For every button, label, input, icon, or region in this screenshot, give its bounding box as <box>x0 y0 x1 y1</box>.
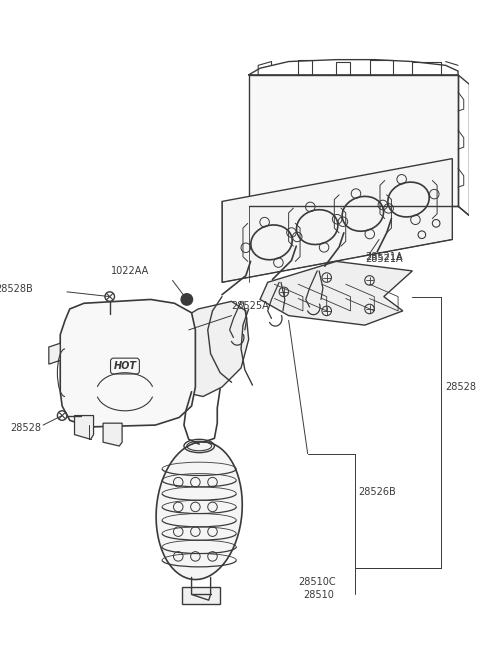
Text: 28526B: 28526B <box>358 487 396 497</box>
Text: 1022AA: 1022AA <box>111 266 149 276</box>
Polygon shape <box>49 343 60 364</box>
Polygon shape <box>222 159 452 282</box>
Circle shape <box>181 294 192 305</box>
Polygon shape <box>249 75 458 206</box>
Text: 28528: 28528 <box>10 423 41 433</box>
Polygon shape <box>60 299 195 427</box>
Text: HOT: HOT <box>113 361 136 371</box>
Ellipse shape <box>156 442 242 579</box>
Polygon shape <box>167 301 249 396</box>
Text: 28521A: 28521A <box>365 254 402 264</box>
Text: 28510C: 28510C <box>298 577 336 587</box>
Text: 28525A: 28525A <box>231 301 269 311</box>
Polygon shape <box>74 415 94 440</box>
Text: 28521A: 28521A <box>365 252 402 262</box>
Text: 28528B: 28528B <box>0 284 33 294</box>
Polygon shape <box>260 261 412 325</box>
Polygon shape <box>182 587 220 604</box>
Text: 28528: 28528 <box>445 382 477 392</box>
Polygon shape <box>103 423 122 446</box>
Text: 28510: 28510 <box>303 590 334 600</box>
